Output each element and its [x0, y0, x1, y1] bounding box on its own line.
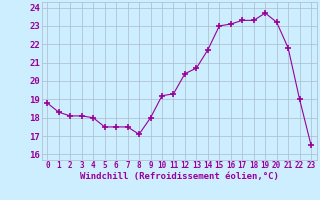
- X-axis label: Windchill (Refroidissement éolien,°C): Windchill (Refroidissement éolien,°C): [80, 172, 279, 181]
